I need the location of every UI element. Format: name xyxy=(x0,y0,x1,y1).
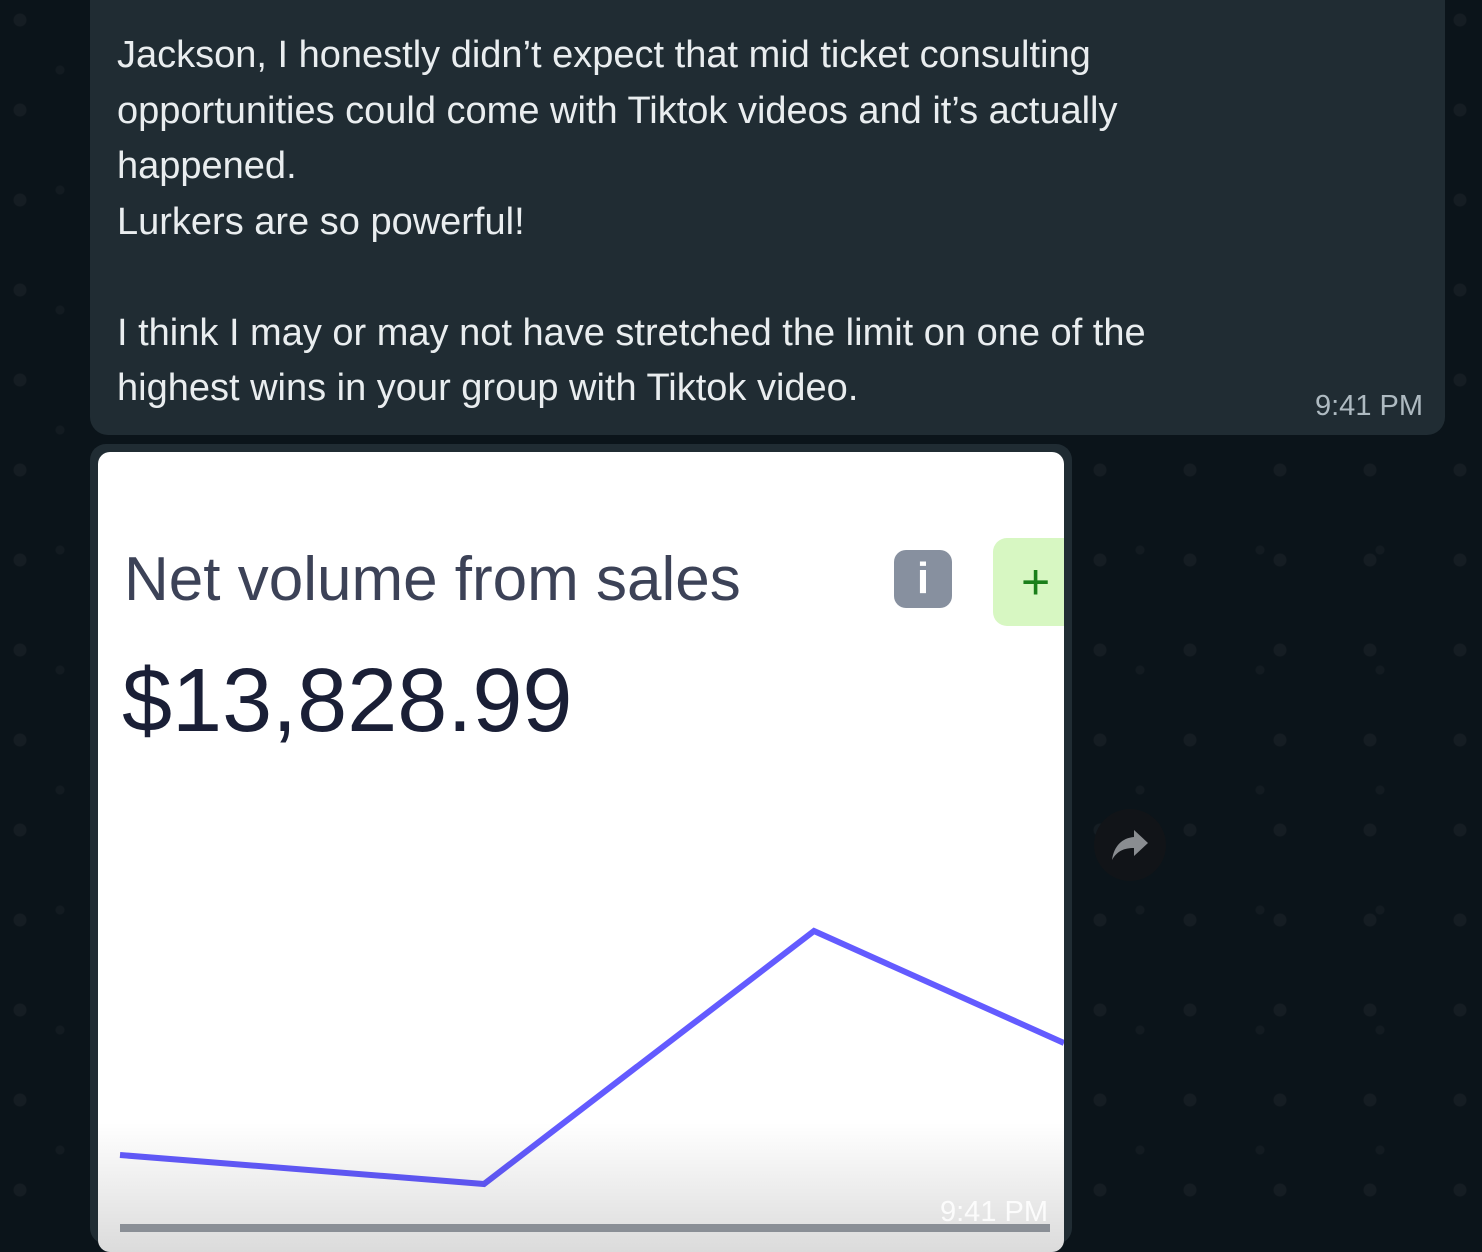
shared-image[interactable]: Net volume from sales i + $13,828.99 9:4… xyxy=(98,452,1064,1252)
text-message-bubble: Jackson, I honestly didn’t expect that m… xyxy=(90,0,1445,435)
net-volume-amount: $13,828.99 xyxy=(122,651,573,751)
chart-title: Net volume from sales xyxy=(124,545,741,614)
chart-series-line xyxy=(119,927,1064,1188)
forward-button[interactable] xyxy=(1094,809,1166,881)
image-message-bubble: Net volume from sales i + $13,828.99 9:4… xyxy=(90,444,1072,1252)
forward-icon xyxy=(1112,830,1148,860)
info-icon: i xyxy=(894,550,952,608)
chart-axis xyxy=(120,1224,1050,1232)
net-volume-chart xyxy=(119,927,1064,1188)
image-bottom-shade xyxy=(98,1122,1064,1252)
message-text: Jackson, I honestly didn’t expect that m… xyxy=(117,34,1146,409)
message-time: 9:41 PM xyxy=(1315,390,1423,422)
plus-icon: + xyxy=(993,538,1064,626)
image-time: 9:41 PM xyxy=(940,1196,1048,1228)
